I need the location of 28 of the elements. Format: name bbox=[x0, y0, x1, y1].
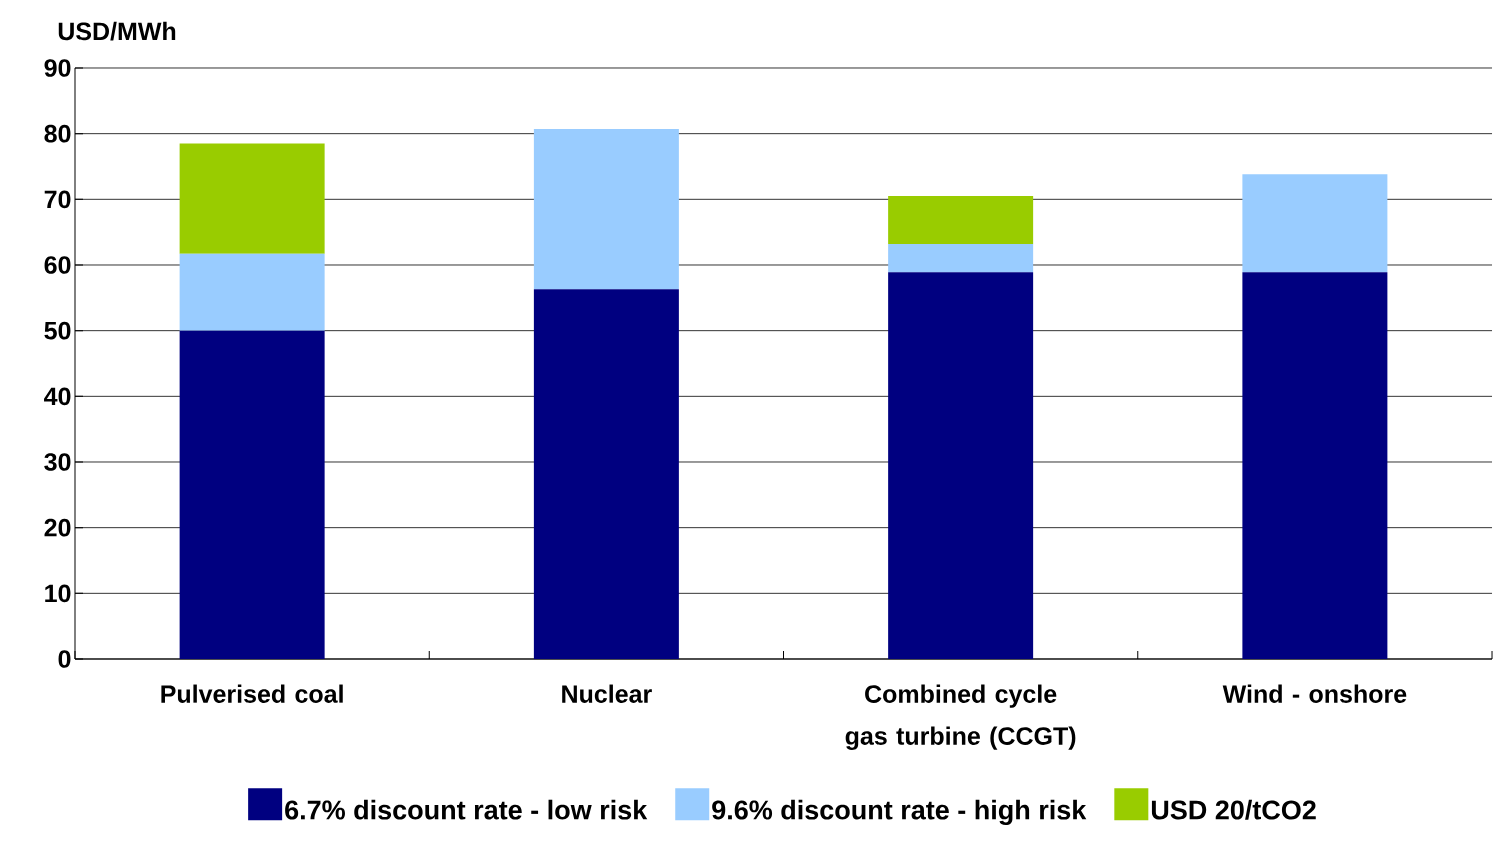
bar bbox=[1242, 174, 1388, 273]
x-tick-label: Pulverised coal bbox=[161, 684, 343, 703]
y-tick-label: 40 bbox=[44, 387, 71, 406]
y-tick-label: 80 bbox=[44, 124, 71, 143]
bar bbox=[533, 289, 679, 659]
y-tick-label: 70 bbox=[44, 190, 71, 209]
bar bbox=[179, 253, 325, 331]
bar bbox=[888, 243, 1034, 273]
bar bbox=[179, 330, 325, 659]
legend-label: 6.7% discount rate - low risk bbox=[285, 799, 648, 820]
y-tick-label: 30 bbox=[44, 453, 71, 471]
bar bbox=[888, 196, 1034, 244]
legend-label: 9.6% discount rate - high risk bbox=[712, 799, 1087, 826]
y-tick-label: 90 bbox=[44, 59, 71, 77]
x-tick-label: Nuclear bbox=[562, 684, 652, 703]
legend-label: USD 20/tCO2 bbox=[1151, 799, 1316, 820]
y-tick-label: 60 bbox=[44, 256, 71, 274]
y-tick-label: 10 bbox=[45, 584, 71, 603]
y-tick-label: 20 bbox=[44, 518, 71, 537]
bar bbox=[888, 272, 1034, 659]
y-axis-title: USD/MWh bbox=[58, 21, 176, 41]
bar bbox=[179, 143, 325, 254]
bar bbox=[1242, 272, 1388, 659]
y-tick-label: 50 bbox=[44, 321, 71, 340]
y-tick-label: 0 bbox=[58, 650, 71, 668]
bar bbox=[533, 129, 679, 290]
x-tick-label: Combined cycle gas turbine (CCGT) bbox=[845, 684, 1076, 750]
x-tick-label: Wind - onshore bbox=[1222, 684, 1407, 703]
